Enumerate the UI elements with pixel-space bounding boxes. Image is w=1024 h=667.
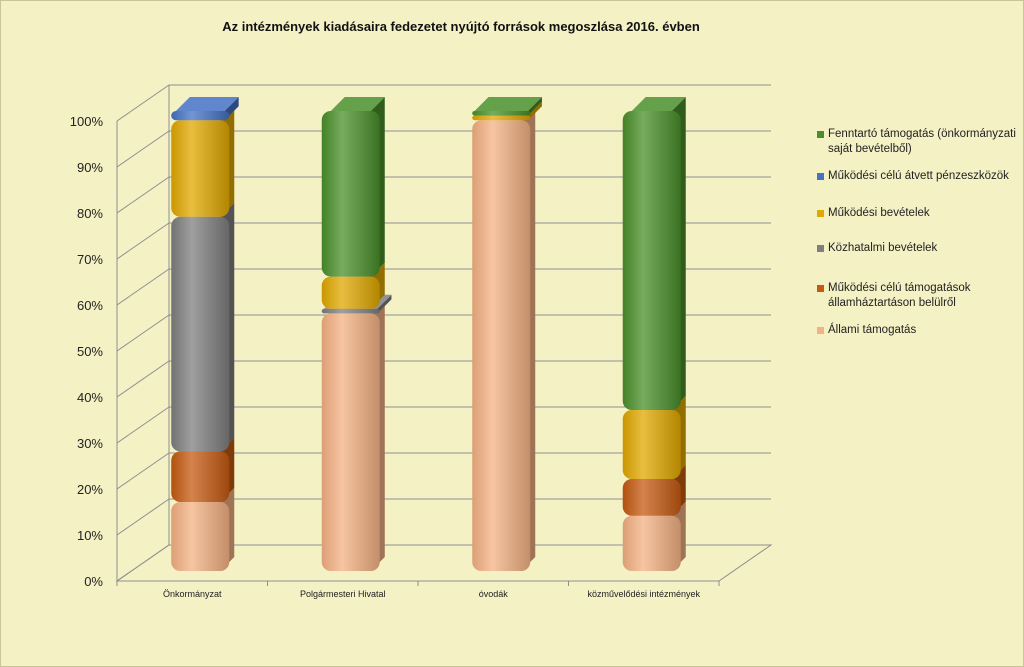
legend-item: Működési célú támogatások államháztartás… — [817, 281, 1017, 311]
legend-swatch — [817, 131, 824, 138]
bar-segment — [171, 97, 239, 121]
y-tick-label: 100% — [70, 114, 104, 129]
gridline-side — [116, 84, 170, 122]
legend-swatch — [817, 245, 824, 252]
y-tick-label: 0% — [84, 574, 103, 589]
legend-item: Fenntartó támogatás (önkormányzati saját… — [817, 127, 1017, 157]
bar-segment — [321, 97, 385, 277]
y-tick-label: 70% — [77, 252, 103, 267]
gridline-side — [116, 452, 170, 490]
legend-swatch — [817, 327, 824, 334]
floor — [115, 544, 773, 582]
legend-item: Állami támogatás — [817, 323, 1017, 338]
legend-swatch — [817, 173, 824, 180]
legend-label: Közhatalmi bevételek — [828, 242, 938, 254]
legend-label: Állami támogatás — [828, 324, 917, 336]
bars — [171, 97, 686, 571]
legend-label: Fenntartó támogatás (önkormányzati saját… — [828, 128, 1016, 155]
gridline-side — [116, 130, 170, 168]
y-tick-label: 20% — [77, 482, 103, 497]
y-tick-label: 90% — [77, 160, 103, 175]
gridline-side — [116, 498, 170, 536]
gridline-side — [116, 268, 170, 306]
legend-label: Működési célú támogatások államháztartás… — [828, 282, 971, 309]
x-tick-label: Polgármesteri Hivatal — [300, 589, 386, 599]
x-tick-label: Önkormányzat — [163, 589, 222, 599]
legend-label: Működési célú átvett pénzeszközök — [828, 170, 1009, 182]
legend-item: Működési célú átvett pénzeszközök — [817, 169, 1017, 184]
bar-segment — [472, 106, 536, 571]
bar-segment — [321, 299, 385, 571]
gridline-side — [116, 314, 170, 352]
bar-segment — [472, 97, 542, 116]
gridline-side — [116, 360, 170, 398]
bar-segment — [622, 97, 686, 410]
gridline-side — [116, 176, 170, 214]
y-tick-label: 60% — [77, 298, 103, 313]
x-tick-label: közművelődési intézmények — [587, 589, 700, 599]
x-tick-label: óvodák — [479, 589, 509, 599]
y-tick-label: 30% — [77, 436, 103, 451]
axes: 0% 10% 20% 30% 40% 50% 60% 70% 80% 90% 100% Önkormá… — [70, 85, 773, 599]
y-tick-label: 50% — [77, 344, 103, 359]
legend-item: Működési bevételek — [817, 206, 1017, 221]
y-tick-label: 80% — [77, 206, 103, 221]
bar-segment — [171, 106, 235, 217]
bar-segment — [171, 202, 235, 452]
legend-item: Közhatalmi bevételek — [817, 241, 1017, 256]
gridline-side — [116, 222, 170, 260]
legend-swatch — [817, 285, 824, 292]
gridline-side — [116, 406, 170, 444]
y-tick-label: 10% — [77, 528, 103, 543]
legend-label: Működési bevételek — [828, 207, 930, 219]
legend-swatch — [817, 210, 824, 217]
chart-title: Az intézmények kiadásaira fedezetet nyúj… — [222, 19, 700, 34]
y-tick-label: 40% — [77, 390, 103, 405]
